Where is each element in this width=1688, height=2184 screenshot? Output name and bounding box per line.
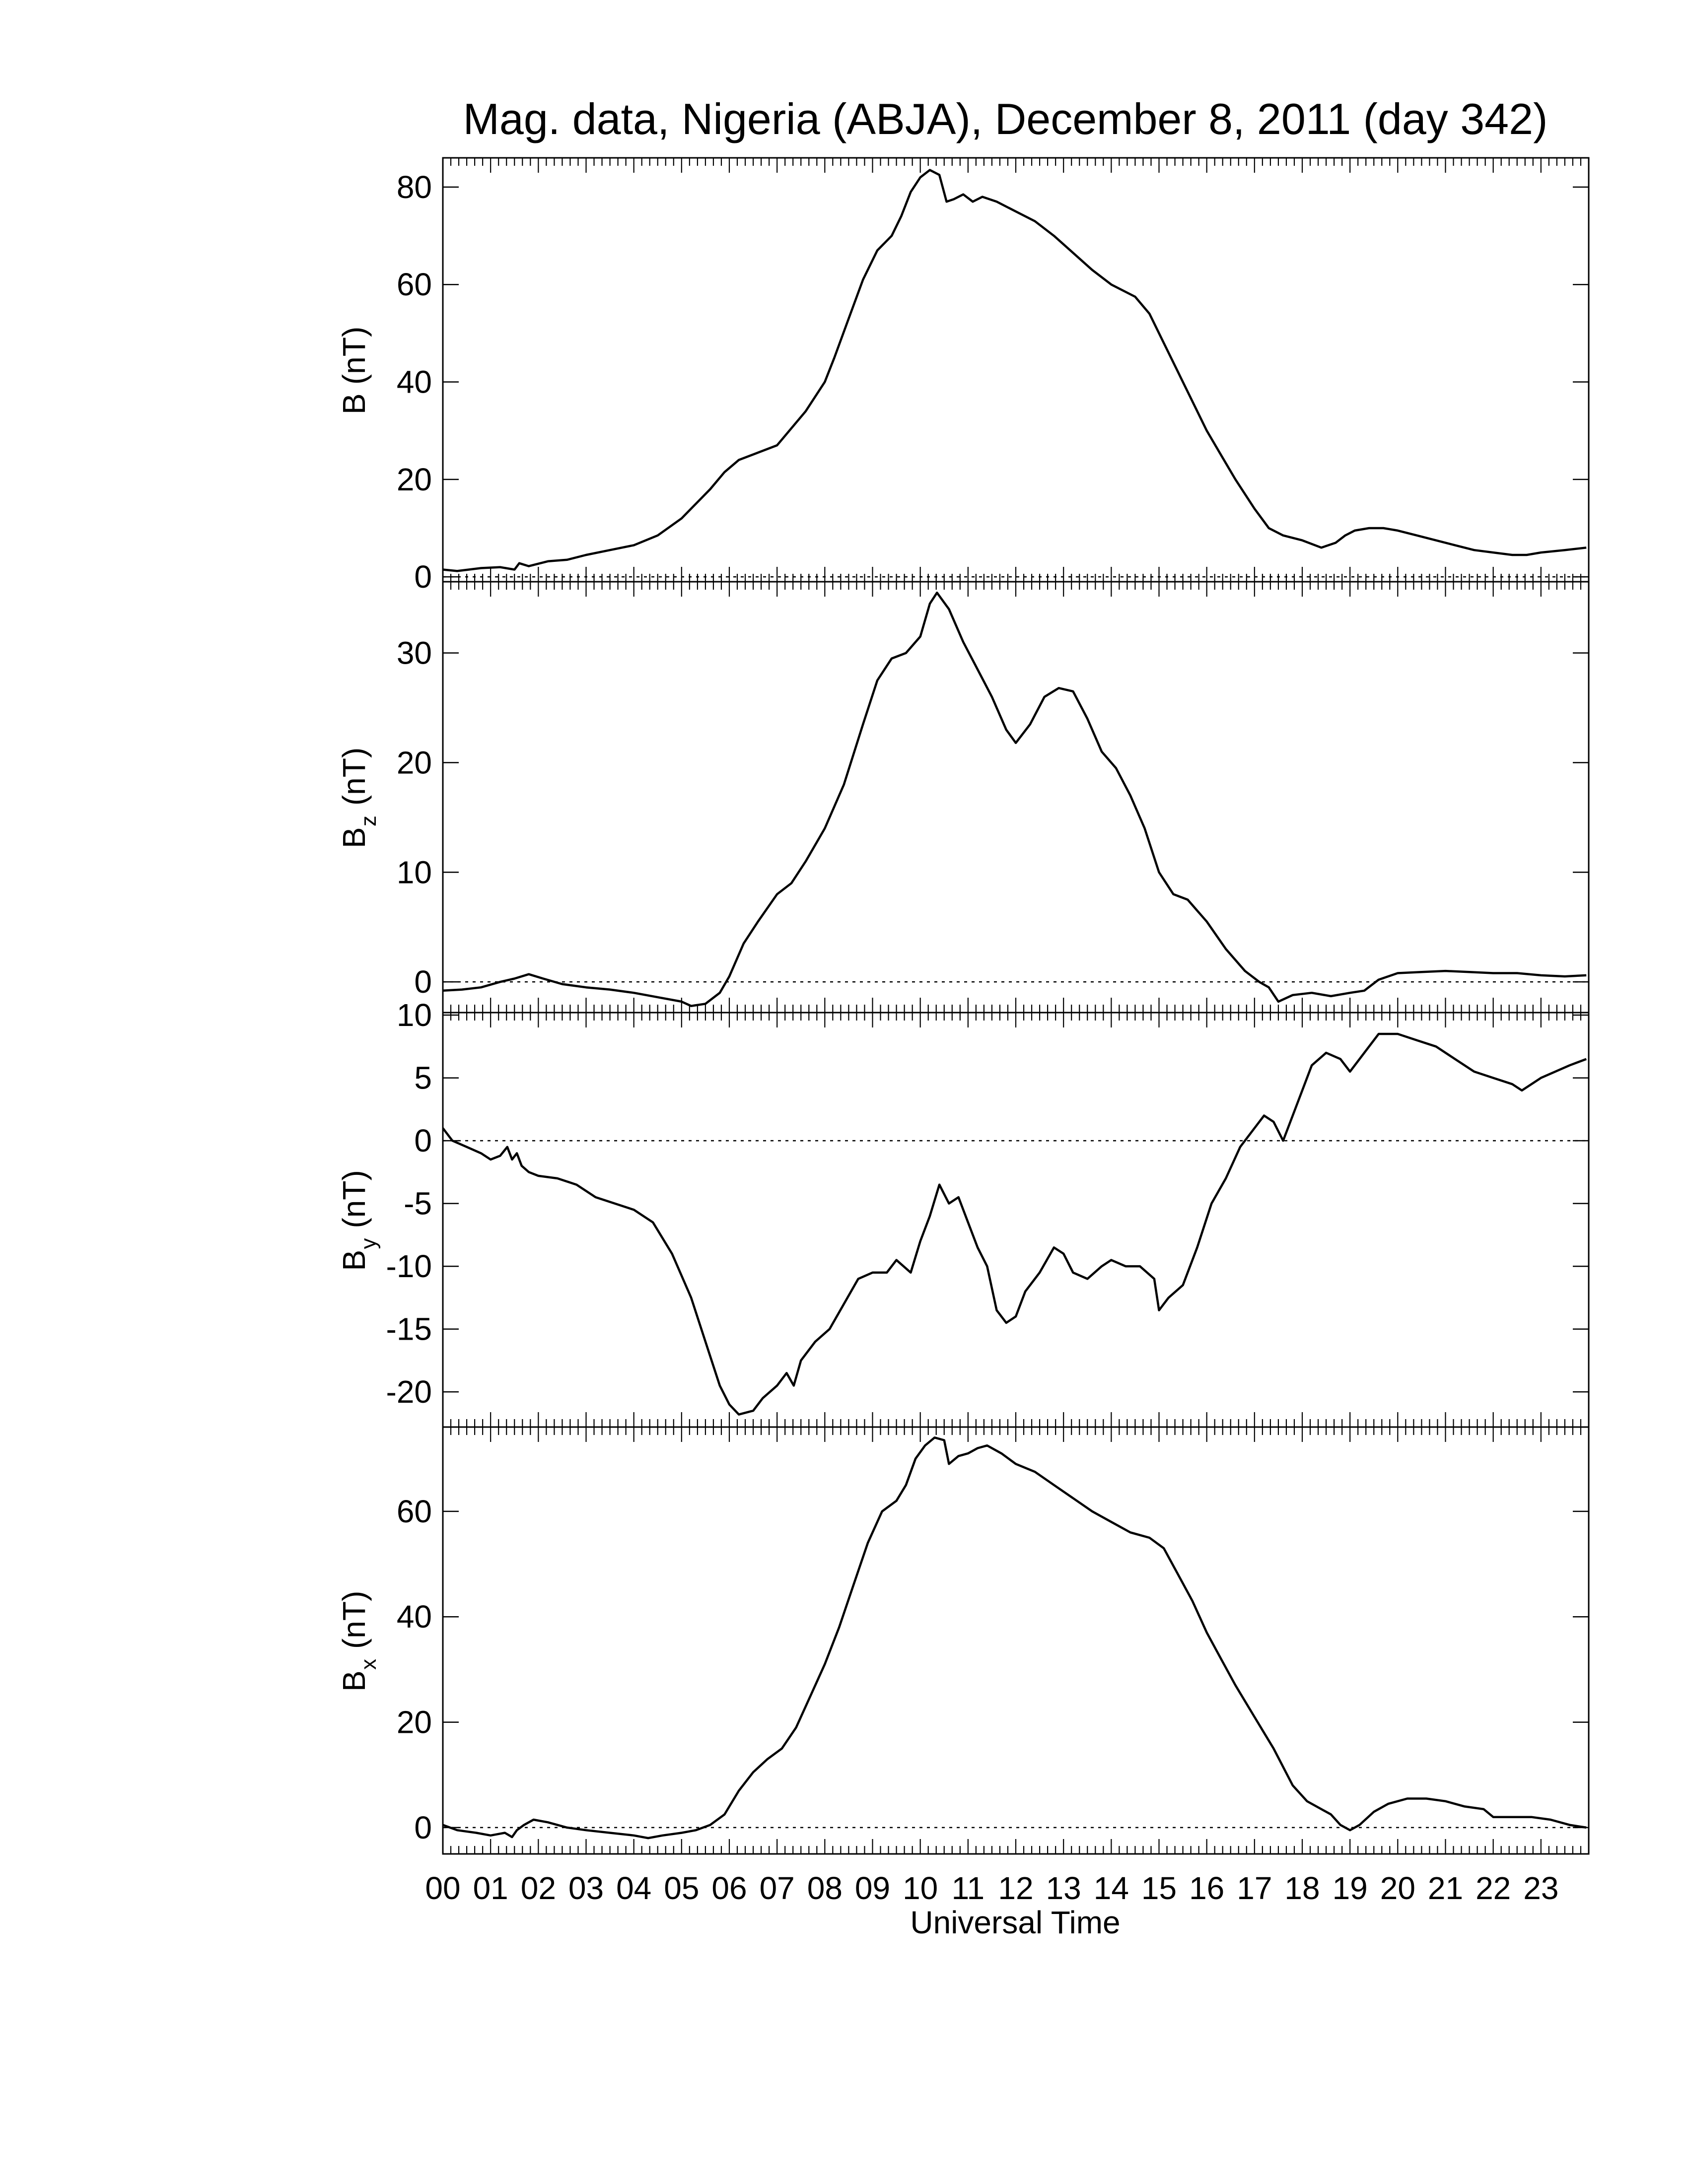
x-tick-label: 15 — [1141, 1870, 1177, 1906]
y-tick-label: -5 — [404, 1186, 432, 1222]
y-axis-label-unit: (nT) — [336, 748, 372, 806]
x-tick-label: 18 — [1284, 1870, 1320, 1906]
y-tick-label: 20 — [397, 462, 432, 497]
y-axis-label-unit: (nT) — [336, 327, 372, 385]
y-tick-label: 20 — [397, 1705, 432, 1740]
x-minor-ticks — [442, 1013, 1590, 1427]
x-minor-ticks — [442, 158, 1590, 582]
x-tick-label: 14 — [1094, 1870, 1129, 1906]
y-tick-label: 0 — [414, 1123, 432, 1159]
x-tick-label: 19 — [1333, 1870, 1368, 1906]
x-tick-label: 21 — [1428, 1870, 1463, 1906]
y-axis-label-unit: (nT) — [336, 1591, 372, 1649]
x-tick-label: 17 — [1237, 1870, 1272, 1906]
y-tick-label: 40 — [397, 1599, 432, 1635]
y-tick-label: -10 — [386, 1248, 432, 1284]
series-line-bx — [442, 1436, 1587, 1840]
y-axis-label-b: B (nT) — [336, 327, 372, 414]
y-tick-label: 0 — [414, 964, 432, 1000]
x-tick-label: 08 — [807, 1870, 843, 1906]
y-tick-label: 20 — [397, 745, 432, 780]
x-tick-label: 03 — [568, 1870, 604, 1906]
y-axis-label-main: B — [336, 1670, 372, 1692]
y-tick-label: 10 — [397, 854, 432, 890]
panel-bx: B x (nT) 0 20 40 60 — [336, 1426, 1590, 1855]
x-tick-label: 04 — [616, 1870, 651, 1906]
y-tick-label: 80 — [397, 169, 432, 205]
x-tick-label: 06 — [711, 1870, 747, 1906]
x-axis-label: Universal Time — [910, 1905, 1120, 1940]
plot-frame — [442, 581, 1590, 1014]
x-tick-label: 05 — [664, 1870, 699, 1906]
y-axis-label-main: B — [336, 827, 372, 848]
x-tick-label: 23 — [1523, 1870, 1558, 1906]
y-tick-label: -15 — [386, 1311, 432, 1347]
x-tick-label: 02 — [521, 1870, 556, 1906]
x-tick-label: 16 — [1189, 1870, 1224, 1906]
y-axis-label-subscript: x — [356, 1659, 381, 1670]
x-tick-label: 13 — [1046, 1870, 1081, 1906]
y-tick-label: 40 — [397, 364, 432, 400]
chart-title: Mag. data, Nigeria (ABJA), December 8, 2… — [463, 94, 1548, 143]
x-tick-label: 00 — [425, 1870, 460, 1906]
y-axis-label-main: B — [336, 393, 372, 414]
plot-frame — [442, 1426, 1590, 1855]
y-axis-label-subscript: z — [356, 816, 381, 826]
y-axis-label-unit: (nT) — [336, 1170, 372, 1228]
panel-bz: B z (nT) 0 10 20 30 — [336, 581, 1590, 1014]
plot-frame — [442, 157, 1590, 583]
x-tick-label: 10 — [903, 1870, 938, 1906]
x-tick-labels: 00 01 02 03 04 05 06 07 08 09 10 11 12 13 14 15 16 17 18 19… — [425, 1870, 1558, 1906]
y-axis-label-bx: B x (nT) — [336, 1591, 381, 1692]
series-line-by — [442, 1032, 1587, 1416]
y-tick-label: 0 — [414, 1810, 432, 1845]
panel-by: B y (nT) 10 5 0 -5 -10 -15 -20 — [336, 997, 1590, 1428]
x-tick-label: 22 — [1476, 1870, 1511, 1906]
x-tick-label: 12 — [998, 1870, 1033, 1906]
series-line-bz — [442, 591, 1587, 1007]
y-tick-label: 60 — [397, 267, 432, 302]
panel-b: B (nT) 0 20 40 60 80 — [336, 157, 1590, 595]
y-tick-label: -20 — [386, 1374, 432, 1410]
y-tick-label: 10 — [397, 997, 432, 1033]
y-tick-label: 5 — [414, 1060, 432, 1096]
series-line-b — [442, 169, 1587, 572]
plot-frame — [442, 1012, 1590, 1428]
x-minor-ticks — [442, 582, 1590, 1013]
x-tick-label: 07 — [760, 1870, 795, 1906]
y-axis-label-subscript: y — [356, 1238, 381, 1249]
y-axis-label-bz: B z (nT) — [336, 748, 381, 848]
y-tick-label: 60 — [397, 1494, 432, 1529]
x-tick-label: 11 — [952, 1870, 985, 1906]
y-tick-label: 0 — [414, 559, 432, 595]
x-tick-label: 09 — [855, 1870, 890, 1906]
y-axis-label-by: B y (nT) — [336, 1170, 381, 1271]
x-minor-ticks — [442, 1427, 1590, 1854]
x-tick-label: 20 — [1380, 1870, 1415, 1906]
y-tick-label: 30 — [397, 635, 432, 671]
x-tick-label: 01 — [473, 1870, 508, 1906]
y-axis-label-main: B — [336, 1250, 372, 1271]
